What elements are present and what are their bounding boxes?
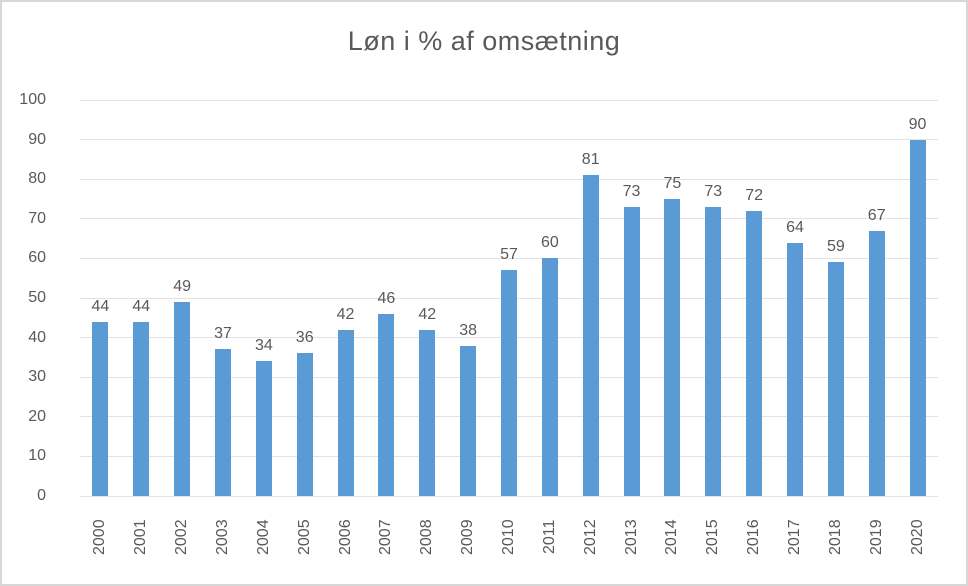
data-label: 36 [295, 329, 314, 347]
bar-2018 [827, 262, 844, 496]
bar-2014 [664, 199, 681, 496]
chart-title: Løn i % af omsætning [347, 26, 621, 56]
y-tick-label: 10 [28, 447, 46, 465]
x-tick-label: 2015 [704, 519, 722, 555]
x-tick-label: 2018 [826, 519, 844, 555]
y-tick-label: 100 [19, 91, 46, 108]
y-tick-label: 50 [28, 289, 46, 306]
data-label: 59 [826, 238, 845, 256]
bar-2011 [541, 258, 558, 496]
data-label: 81 [581, 151, 600, 169]
bar-2013 [623, 206, 640, 496]
x-tick-label: 2012 [581, 519, 599, 555]
data-label: 42 [418, 305, 437, 323]
bar-2016 [746, 210, 763, 496]
x-tick-label: 2016 [745, 519, 763, 555]
bar-2015 [705, 206, 722, 496]
data-label: 44 [91, 297, 110, 315]
bar-2007 [378, 313, 395, 496]
bar-2001 [133, 321, 150, 496]
y-tick-label: 30 [28, 368, 46, 386]
data-label: 38 [459, 321, 478, 339]
y-axis: 0 10 20 30 40 50 60 70 80 90 100 [2, 92, 62, 504]
x-tick-label: 2001 [132, 519, 150, 555]
gridline [80, 139, 938, 141]
data-label: 44 [132, 297, 151, 315]
data-label: 64 [786, 218, 804, 236]
bar-2012 [582, 175, 599, 496]
data-label: 49 [173, 277, 192, 295]
plot-area: 44 44 49 37 34 36 42 46 42 38 57 60 81 73 75 73 72 64 59 67… [80, 99, 938, 497]
x-tick-label: 2014 [663, 519, 681, 555]
bar-2017 [787, 242, 803, 496]
bar-2010 [501, 270, 517, 496]
bar-2020 [909, 139, 926, 496]
bar-2002 [174, 301, 191, 496]
bar-2003 [215, 349, 231, 496]
gridline [80, 495, 938, 497]
bar-2005 [296, 353, 313, 496]
x-tick-label: 2007 [377, 519, 395, 555]
y-tick-label: 20 [28, 407, 46, 425]
x-tick-label: 2006 [336, 519, 354, 555]
x-tick-label: 2020 [908, 519, 926, 555]
data-label: 73 [704, 182, 723, 200]
x-tick-label: 2002 [173, 519, 191, 555]
x-tick-label: 2013 [622, 519, 640, 555]
data-label: 42 [336, 305, 355, 323]
data-label: 73 [622, 182, 641, 200]
y-tick-label: 40 [28, 328, 46, 346]
data-label: 90 [908, 115, 927, 133]
data-label: 75 [663, 175, 682, 192]
x-tick-label: 2000 [91, 519, 109, 555]
bar-2000 [92, 321, 109, 496]
y-tick-label: 70 [28, 209, 46, 227]
y-tick-label: 60 [28, 249, 46, 267]
data-label: 34 [254, 337, 273, 355]
x-tick-label: 2011 [540, 519, 558, 555]
data-label: 72 [745, 186, 764, 204]
x-tick-label: 2017 [786, 519, 803, 555]
data-label: 60 [540, 234, 559, 252]
data-label: 37 [214, 325, 232, 343]
x-tick-label: 2009 [459, 519, 477, 555]
bar-2008 [419, 329, 436, 496]
x-tick-label: 2010 [500, 519, 517, 555]
x-axis: 2000 2001 2002 2003 2004 2005 2006 2007 2008 2009… [80, 504, 938, 574]
x-tick-label: 2019 [867, 519, 885, 555]
y-tick-label: 0 [37, 487, 46, 504]
bar-2004 [255, 361, 272, 496]
gridline [80, 257, 938, 259]
bar-2009 [460, 345, 477, 496]
y-tick-label: 80 [28, 170, 46, 188]
x-tick-label: 2004 [254, 519, 272, 555]
bar-2019 [868, 230, 885, 496]
x-tick-label: 2003 [214, 519, 231, 555]
data-label: 67 [867, 206, 886, 224]
bar-2006 [337, 329, 354, 496]
y-tick-label: 90 [28, 130, 46, 148]
x-tick-label: 2005 [295, 519, 313, 555]
data-label: 57 [500, 246, 518, 264]
gridline [80, 99, 938, 101]
gridline [80, 218, 938, 220]
data-label: 46 [377, 289, 396, 307]
x-tick-label: 2008 [418, 519, 436, 555]
gridline [80, 178, 938, 180]
